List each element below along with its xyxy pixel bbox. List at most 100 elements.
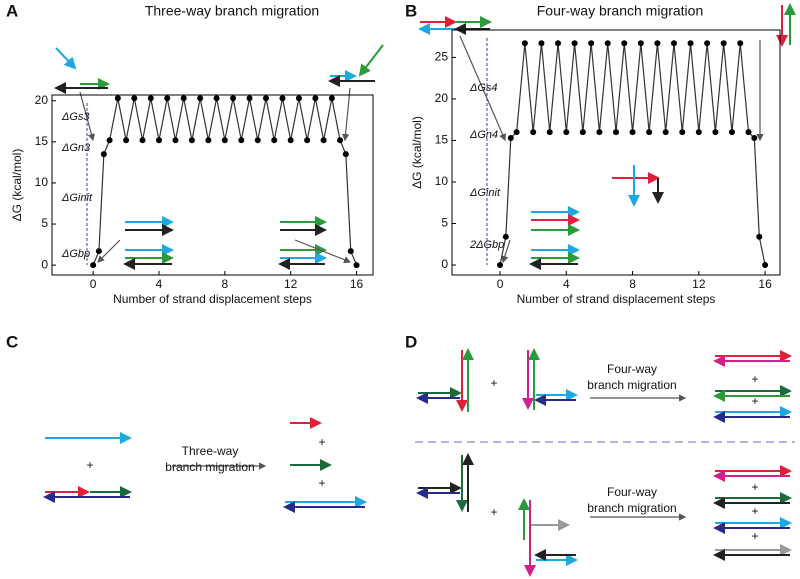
y-tick-label: 10: [435, 174, 449, 188]
process-label: branch migration: [587, 501, 676, 515]
annotation: ΔGbp: [61, 248, 90, 260]
arrow: [341, 87, 351, 142]
annotation: ΔGn3: [61, 142, 91, 154]
energy-point: [271, 137, 278, 144]
energy-point: [751, 134, 758, 141]
energy-point: [762, 262, 769, 269]
energy-point: [637, 40, 644, 47]
strand: [55, 47, 77, 70]
energy-point: [712, 129, 719, 136]
x-tick-label: 0: [90, 277, 97, 291]
y-axis-label: ΔG (kcal/mol): [10, 149, 24, 222]
y-tick-label: 15: [35, 134, 49, 148]
energy-point: [687, 40, 694, 47]
plus: +: [86, 458, 93, 472]
arrow: [459, 35, 506, 142]
energy-point: [90, 262, 97, 269]
energy-point: [100, 151, 107, 158]
energy-point: [197, 95, 204, 102]
x-tick-label: 12: [284, 277, 298, 291]
y-tick-label: 10: [35, 175, 49, 189]
plot-frame: [451, 29, 781, 276]
energy-point: [312, 95, 319, 102]
annotation: ΔGn4: [469, 129, 498, 141]
process-label: Four-way: [607, 485, 657, 499]
panel-label: C: [6, 332, 18, 351]
plus: +: [751, 394, 758, 408]
plus: +: [490, 376, 497, 390]
plus: +: [751, 529, 758, 543]
energy-point: [530, 129, 537, 136]
energy-point: [342, 151, 349, 158]
energy-point: [704, 40, 711, 47]
energy-point: [95, 248, 102, 255]
chart-title: Four-way branch migration: [537, 3, 704, 19]
y-tick-label: 15: [435, 133, 449, 147]
energy-point: [337, 137, 344, 144]
energy-point: [745, 129, 752, 136]
energy-point: [131, 95, 138, 102]
y-tick-label: 20: [35, 93, 49, 107]
x-tick-label: 12: [692, 277, 706, 291]
energy-point: [172, 137, 179, 144]
energy-point: [254, 137, 261, 144]
energy-point: [695, 129, 702, 136]
energy-point: [263, 95, 269, 102]
plus: +: [490, 505, 497, 519]
y-tick-label: 25: [435, 50, 449, 64]
energy-point: [221, 137, 228, 144]
x-axis-label: Number of strand displacement steps: [113, 292, 312, 306]
process-label: branch migration: [587, 378, 676, 392]
process-label: branch migration: [165, 460, 254, 474]
energy-point: [320, 137, 327, 144]
energy-point: [238, 137, 245, 144]
x-tick-label: 16: [758, 277, 772, 291]
annotation: ΔGinit: [469, 187, 501, 199]
energy-point: [720, 40, 727, 47]
energy-point: [347, 248, 354, 255]
energy-point: [279, 95, 286, 102]
energy-point: [596, 129, 603, 136]
energy-point: [164, 95, 171, 102]
arrow: [501, 239, 511, 264]
x-tick-label: 0: [497, 277, 504, 291]
energy-point: [287, 137, 294, 144]
energy-point: [629, 129, 636, 136]
energy-point: [737, 40, 744, 47]
energy-point: [579, 129, 586, 136]
energy-point: [156, 137, 162, 144]
energy-line: [499, 43, 766, 266]
plus: +: [318, 435, 325, 449]
energy-point: [188, 137, 195, 144]
plot-frame: [51, 94, 374, 276]
energy-point: [756, 233, 763, 240]
energy-point: [213, 95, 220, 102]
annotation: ΔGinit: [61, 192, 93, 204]
x-axis-label: Number of strand displacement steps: [517, 292, 716, 306]
energy-point: [295, 95, 302, 102]
energy-point: [555, 40, 562, 47]
energy-point: [621, 40, 628, 47]
energy-point: [654, 40, 661, 47]
y-axis-label: ΔG (kcal/mol): [410, 116, 424, 189]
energy-point: [106, 137, 113, 144]
panel-label: A: [6, 1, 18, 20]
energy-point: [563, 129, 570, 136]
process-label: Four-way: [607, 362, 657, 376]
energy-point: [246, 95, 253, 102]
x-tick-label: 4: [563, 277, 570, 291]
arrow: [97, 239, 121, 263]
energy-point: [670, 40, 677, 47]
energy-point: [588, 40, 595, 47]
energy-point: [304, 137, 311, 144]
chart-title: Three-way branch migration: [145, 3, 319, 19]
energy-point: [205, 137, 212, 144]
energy-point: [604, 40, 611, 47]
energy-point: [646, 129, 653, 136]
energy-point: [571, 40, 578, 47]
energy-point: [230, 95, 237, 102]
energy-point: [502, 233, 509, 240]
y-tick-label: 5: [441, 216, 448, 230]
panel-label: D: [405, 332, 417, 351]
plus: +: [318, 476, 325, 490]
